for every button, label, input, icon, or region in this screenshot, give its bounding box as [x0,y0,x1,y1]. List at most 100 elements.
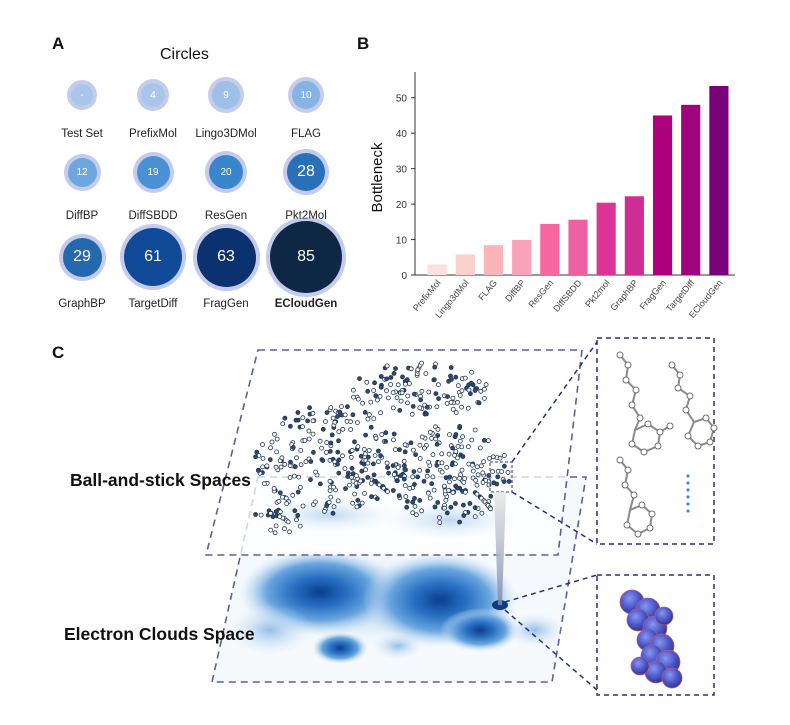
scatter-point [307,405,313,411]
y-tick-label: 20 [396,200,408,211]
scatter-point [274,436,280,442]
scatter-point [324,410,330,415]
electron-cloud-inset [596,574,715,696]
scatter-point [388,375,394,380]
circle-targetdiff: 61 [124,228,182,286]
scatter-point [384,460,390,466]
more-molecules-ellipsis [686,474,690,513]
scatter-point [298,448,304,453]
scatter-point [479,510,485,516]
scatter-point [404,377,410,383]
scatter-point [319,445,325,451]
scatter-point [411,469,417,475]
scatter-point [260,455,266,461]
scatter-point [462,375,468,381]
scatter-point [501,453,507,458]
x-tick-label: DiffBP [503,278,527,304]
bar-diffbp [512,239,532,275]
scatter-point [431,487,437,493]
panel-c-letter: C [52,343,65,362]
scatter-point [283,495,289,501]
scatter-point [450,407,456,412]
scatter-point [274,449,280,455]
scatter-point [336,438,341,444]
scatter-point [339,404,344,409]
scatter-point [448,504,454,510]
x-tick-label: Pkt2mol [583,278,612,309]
scatter-point [448,377,454,382]
scatter-point [419,434,425,440]
scatter-point [411,481,417,487]
scatter-point [409,411,415,417]
scatter-point [385,395,391,401]
scatter-point [295,489,301,495]
bar-lingo3dmol [455,254,475,275]
scatter-point [473,477,479,483]
scatter-point [342,466,348,471]
circle-diffsbdd: 19 [136,155,170,189]
scatter-point [462,489,468,495]
scatter-point [384,363,390,369]
scatter-point [336,429,342,435]
scatter-point [269,439,275,445]
scatter-point [290,492,296,498]
scatter-point [362,451,368,457]
scatter-point [335,449,341,455]
scatter-point [298,462,304,468]
scatter-point [501,463,507,469]
scatter-point [268,510,274,516]
scatter-point [310,431,316,437]
scatter-point [282,461,288,467]
scatter-point [467,501,473,506]
scatter-point [368,480,374,486]
scatter-point [454,455,460,461]
scatter-point [418,397,424,403]
scatter-point [378,384,384,390]
scatter-point [474,491,480,497]
scatter-point [398,473,404,479]
scatter-point [368,424,374,430]
scatter-point [365,460,371,466]
scatter-point [478,388,484,394]
scatter-point [372,380,378,386]
scatter-point [417,497,423,503]
scatter-point [292,508,298,514]
scatter-point [270,514,276,520]
circle-label: Pkt2Mol [285,210,327,222]
scatter-point [294,517,299,523]
scatter-point [321,508,327,514]
scatter-point [297,484,303,490]
scatter-point [488,506,494,512]
scatter-point [417,455,423,461]
scatter-point [282,526,287,532]
scatter-point [452,452,458,458]
scatter-point [350,500,356,506]
scatter-point [457,424,463,429]
bar-fraggen [652,115,673,275]
scatter-point [354,504,360,510]
scatter-point [264,463,270,469]
scatter-point [482,396,487,401]
scatter-point [490,469,496,475]
scatter-point [490,454,496,460]
scatter-point [478,463,484,469]
scatter-point [372,453,378,458]
scatter-point [436,396,442,401]
scatter-point [340,426,346,432]
y-tick-label: 50 [396,94,408,105]
scatter-point [487,455,492,461]
scatter-point [457,393,463,398]
scatter-point [390,488,396,493]
scatter-point [412,503,418,509]
scatter-point [441,483,447,489]
scatter-point [461,479,467,485]
scatter-point [419,388,425,394]
scatter-point [366,412,372,418]
scatter-point [335,461,340,467]
circle-label: Test Set [61,128,103,140]
scatter-point [430,452,436,458]
circle-flag: 10 [292,81,320,109]
scatter-point [357,376,362,381]
scatter-point [267,457,273,463]
scatter-point [297,523,303,529]
